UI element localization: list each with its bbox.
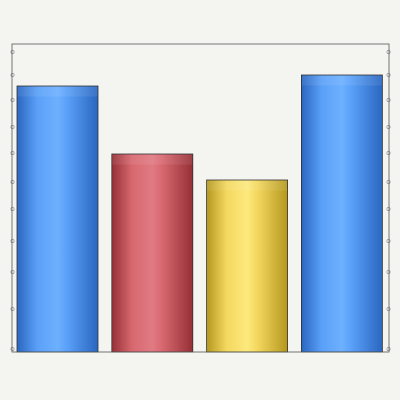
bar-cap-3	[207, 181, 287, 191]
left-tick-mark	[11, 347, 14, 350]
left-tick-mark	[11, 239, 14, 242]
right-tick-mark	[387, 239, 390, 242]
right-tick-mark	[387, 270, 390, 273]
right-tick-mark	[387, 151, 390, 154]
right-tick-mark	[387, 207, 390, 210]
right-tick-mark	[387, 73, 390, 76]
bar-cap-4	[302, 76, 382, 86]
left-tick-mark	[11, 73, 14, 76]
bar-3	[207, 180, 288, 352]
left-tick-mark	[11, 180, 14, 183]
left-tick-mark	[11, 50, 14, 53]
left-tick-mark	[11, 151, 14, 154]
right-tick-mark	[387, 307, 390, 310]
left-tick-mark	[11, 307, 14, 310]
right-tick-mark	[387, 347, 390, 350]
right-tick-mark	[387, 50, 390, 53]
left-tick-mark	[11, 125, 14, 128]
bar-4	[301, 75, 382, 352]
left-tick-mark	[11, 270, 14, 273]
bar-2	[112, 154, 193, 352]
bar-cap-2	[112, 155, 192, 165]
right-tick-mark	[387, 180, 390, 183]
left-tick-mark	[11, 98, 14, 101]
right-tick-mark	[387, 125, 390, 128]
right-tick-mark	[387, 98, 390, 101]
bar-cap-1	[18, 87, 98, 97]
left-tick-mark	[11, 207, 14, 210]
bar-1	[17, 86, 98, 352]
